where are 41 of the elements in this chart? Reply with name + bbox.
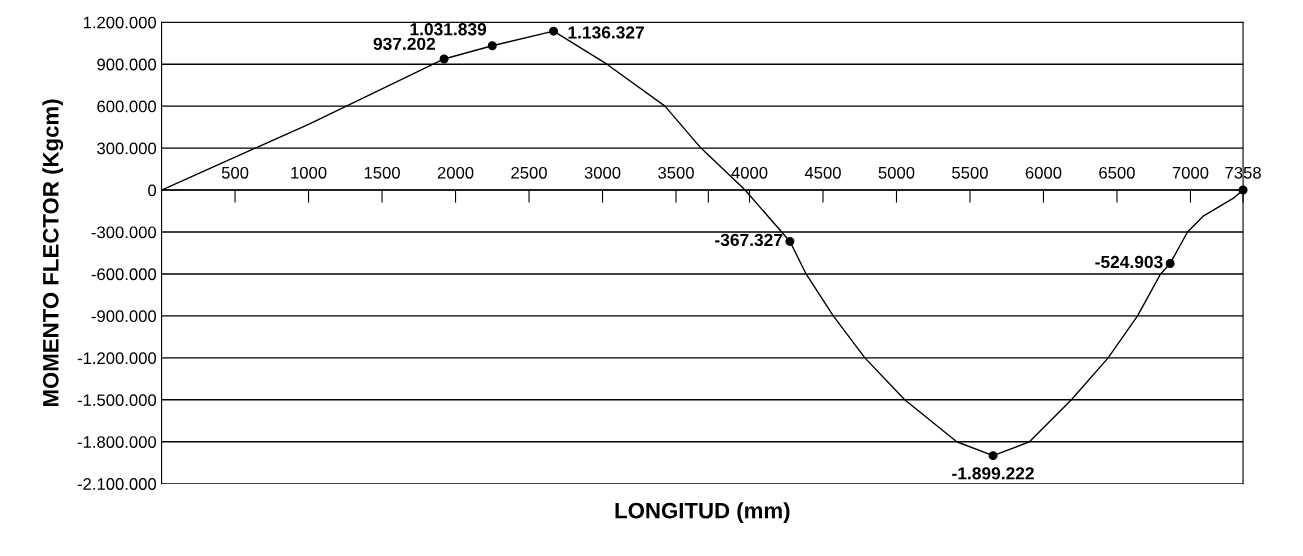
point <box>785 236 795 246</box>
y-tick-label: 0 <box>148 184 157 197</box>
y-tick-label: -1.200.000 <box>77 352 157 365</box>
x-tick-label: 2000 <box>437 166 474 179</box>
x-tick-label: 4000 <box>731 166 768 179</box>
y-tick-label: 300.000 <box>97 142 157 155</box>
x-tick-label: 1500 <box>364 166 400 179</box>
y-tick-label: 600.000 <box>97 100 157 113</box>
point <box>439 54 449 64</box>
x-tick-label: 5500 <box>952 166 988 179</box>
y-tick-label: -300.000 <box>91 226 157 239</box>
y-tick-label: -1.500.000 <box>77 394 157 407</box>
point <box>1238 185 1248 195</box>
data-label: -367.327 <box>715 233 783 247</box>
y-tick-label: -2.100.000 <box>77 478 157 490</box>
x-tick-label: 3000 <box>584 166 621 179</box>
x-tick-label: 4500 <box>804 166 841 179</box>
point <box>487 41 497 51</box>
x-tick-label: 6000 <box>1025 166 1062 179</box>
y-tick-label: -900.000 <box>91 310 157 323</box>
x-tick-label: 5000 <box>878 166 915 179</box>
x-tick-label: 3500 <box>658 166 694 179</box>
y-tick-label: 1.200.000 <box>83 16 157 29</box>
x-axis-title: LONGITUD (mm) <box>615 502 790 523</box>
point <box>988 451 998 461</box>
y-tick-label: 900.000 <box>97 58 157 71</box>
data-label: -524.903 <box>1095 255 1163 269</box>
data-label: -1.899.222 <box>952 467 1034 480</box>
x-tick-label: 6500 <box>1099 166 1135 179</box>
x-tick-label: 7000 <box>1172 166 1209 179</box>
y-tick-label: -1.800.000 <box>77 436 157 448</box>
point <box>549 26 559 36</box>
point <box>1165 258 1175 268</box>
x-tick-label: 1000 <box>291 166 327 179</box>
x-tick-label: 2500 <box>511 166 547 179</box>
y-tick-label: -600.000 <box>91 268 157 281</box>
y-axis-title: MOMENTO FLECTOR (Kgcm) <box>42 99 64 407</box>
x-tick-label: 500 <box>221 166 249 179</box>
data-label: 1.031.839 <box>410 23 487 36</box>
data-label: 1.136.327 <box>568 26 644 39</box>
data-label: 937.202 <box>373 37 436 51</box>
